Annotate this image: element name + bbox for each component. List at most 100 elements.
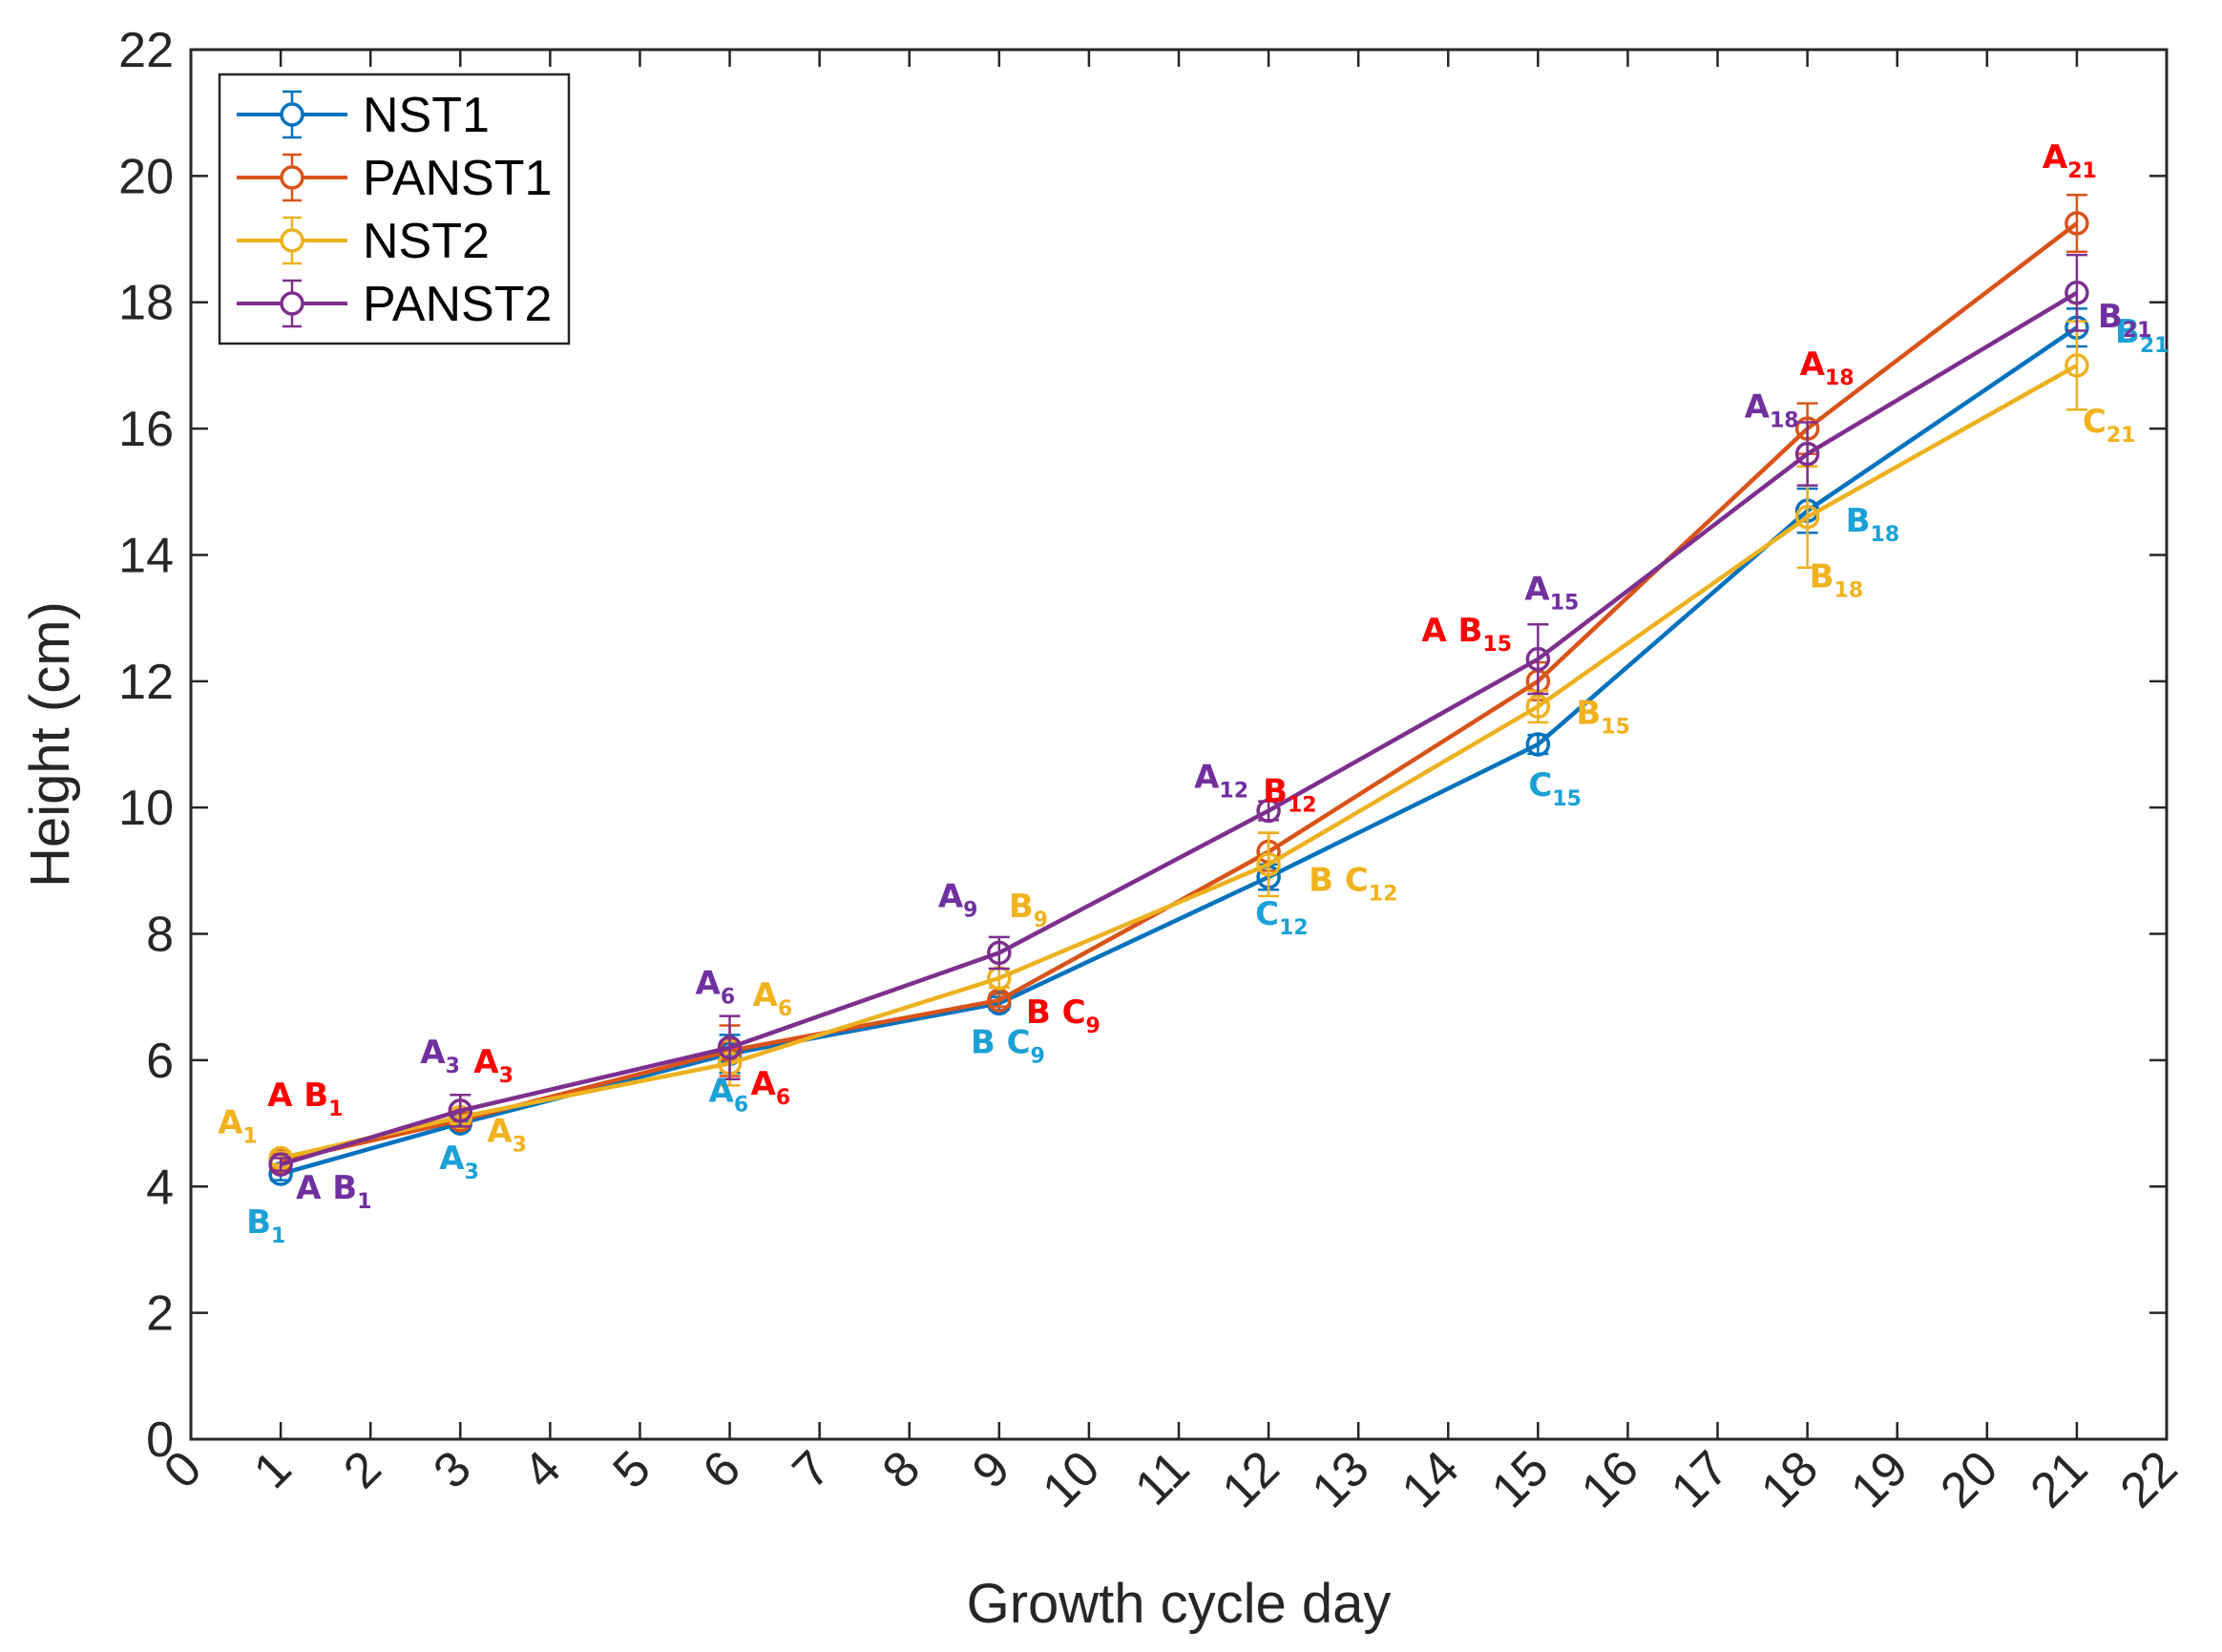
significance-subscript: 3 (446, 1055, 460, 1078)
significance-label: B15 (1576, 694, 1630, 739)
series-layer (268, 193, 2089, 1186)
x-tick-label: 2 (333, 1440, 391, 1498)
x-tick-label: 16 (1571, 1440, 1649, 1518)
y-tick-label: 18 (118, 276, 174, 331)
significance-letter: A (218, 1103, 243, 1141)
significance-subscript: 12 (1219, 779, 1248, 803)
x-tick-label: 12 (1212, 1440, 1290, 1518)
significance-subscript: 3 (499, 1064, 514, 1088)
significance-subscript: 21 (2140, 334, 2170, 358)
x-tick-label: 8 (872, 1440, 931, 1498)
significance-label: A3 (487, 1112, 527, 1157)
data-point (1525, 732, 1551, 757)
significance-subscript: 15 (1601, 715, 1630, 739)
significance-letter: B (1263, 773, 1288, 811)
x-tick-label: 3 (423, 1440, 481, 1498)
significance-letter: A B (267, 1077, 328, 1115)
series-line (280, 363, 2079, 1161)
significance-label: B9 (1009, 888, 1048, 932)
significance-label: B C9 (1026, 993, 1101, 1038)
series-panst2 (268, 253, 2089, 1177)
x-tick-label: 13 (1302, 1440, 1380, 1518)
significance-letter: A (439, 1140, 465, 1178)
significance-letter: A (2043, 138, 2068, 177)
significance-label: A12 (1194, 758, 1248, 803)
significance-label: A3 (439, 1140, 479, 1184)
data-point (1794, 441, 1820, 467)
data-point (2065, 281, 2089, 305)
significance-subscript: 18 (1825, 366, 1855, 390)
y-tick-label: 12 (118, 655, 174, 710)
x-tick-label: 17 (1661, 1440, 1739, 1518)
data-point (2065, 353, 2089, 378)
significance-label: A18 (1745, 388, 1799, 433)
x-tick-label: 9 (962, 1440, 1020, 1498)
significance-subscript: 3 (465, 1161, 479, 1184)
significance-letter: B (1810, 558, 1834, 596)
x-tick-label: 14 (1392, 1440, 1470, 1518)
significance-letter: B (2098, 298, 2123, 336)
significance-subscript: 9 (1031, 1044, 1045, 1068)
significance-subscript: 12 (1369, 883, 1398, 907)
significance-label: A6 (696, 965, 736, 1010)
legend-marker (280, 165, 304, 190)
significance-letter: C (2083, 403, 2107, 441)
legend-label: PANST1 (363, 151, 552, 206)
x-tick-label: 19 (1840, 1440, 1918, 1518)
significance-label: A1 (218, 1103, 258, 1148)
significance-letter: A (1524, 571, 1550, 609)
significance-label: B C9 (971, 1023, 1045, 1068)
x-tick-label: 11 (1124, 1440, 1200, 1516)
significance-subscript: 9 (963, 898, 977, 922)
significance-label: A15 (1524, 571, 1579, 616)
significance-subscript: 6 (734, 1093, 748, 1117)
y-tick-label: 0 (146, 1412, 174, 1468)
significance-letter: A B (296, 1169, 357, 1207)
data-point (1525, 694, 1551, 720)
y-tick-label: 6 (146, 1034, 174, 1089)
data-point (2065, 211, 2089, 236)
significance-label: A3 (420, 1034, 460, 1078)
significance-subscript: 18 (1770, 409, 1799, 433)
significance-letter: B (2115, 313, 2140, 351)
significance-label: B12 (1263, 773, 1317, 818)
significance-letter: B (246, 1203, 271, 1242)
significance-subscript: 15 (1552, 787, 1582, 811)
significance-subscript: 18 (1871, 523, 1900, 547)
significance-label: B1 (246, 1203, 285, 1248)
legend-label: NST2 (363, 214, 490, 269)
significance-subscript: 12 (1288, 794, 1317, 818)
significance-subscript: 21 (2067, 159, 2097, 183)
significance-letter: B C (1309, 862, 1369, 900)
x-tick-label: 1 (243, 1440, 302, 1498)
significance-subscript: 1 (242, 1124, 257, 1148)
significance-label: A18 (1800, 345, 1855, 390)
series-line (280, 290, 2079, 1167)
data-point (717, 1035, 743, 1060)
significance-subscript: 21 (2107, 424, 2136, 448)
legend-marker (280, 102, 304, 127)
x-tick-label: 22 (2110, 1440, 2189, 1518)
significance-letter: A B (1421, 612, 1482, 650)
significance-letter: A (1800, 345, 1826, 384)
legend: NST1 PANST1 NST2 PANST2 (218, 73, 571, 345)
significance-letter: B (1009, 888, 1034, 926)
significance-letter: A (938, 877, 964, 915)
significance-letter: A (473, 1043, 499, 1081)
significance-letter: A (696, 965, 722, 1003)
significance-label: B C12 (1309, 862, 1397, 907)
significance-label: C15 (1528, 766, 1582, 811)
significance-label: B21 (2098, 298, 2152, 343)
significance-subscript: 6 (778, 997, 792, 1021)
x-tick-label: 5 (602, 1440, 660, 1498)
significance-label: A B1 (296, 1169, 371, 1214)
significance-subscript: 6 (776, 1086, 790, 1110)
significance-label: B18 (1846, 502, 1900, 547)
legend-item-nst2: NST2 (237, 214, 490, 269)
significance-label: C12 (1255, 895, 1309, 940)
significance-letter: B (1576, 694, 1601, 732)
significance-label: A3 (473, 1043, 514, 1088)
significance-label: A9 (938, 877, 978, 922)
